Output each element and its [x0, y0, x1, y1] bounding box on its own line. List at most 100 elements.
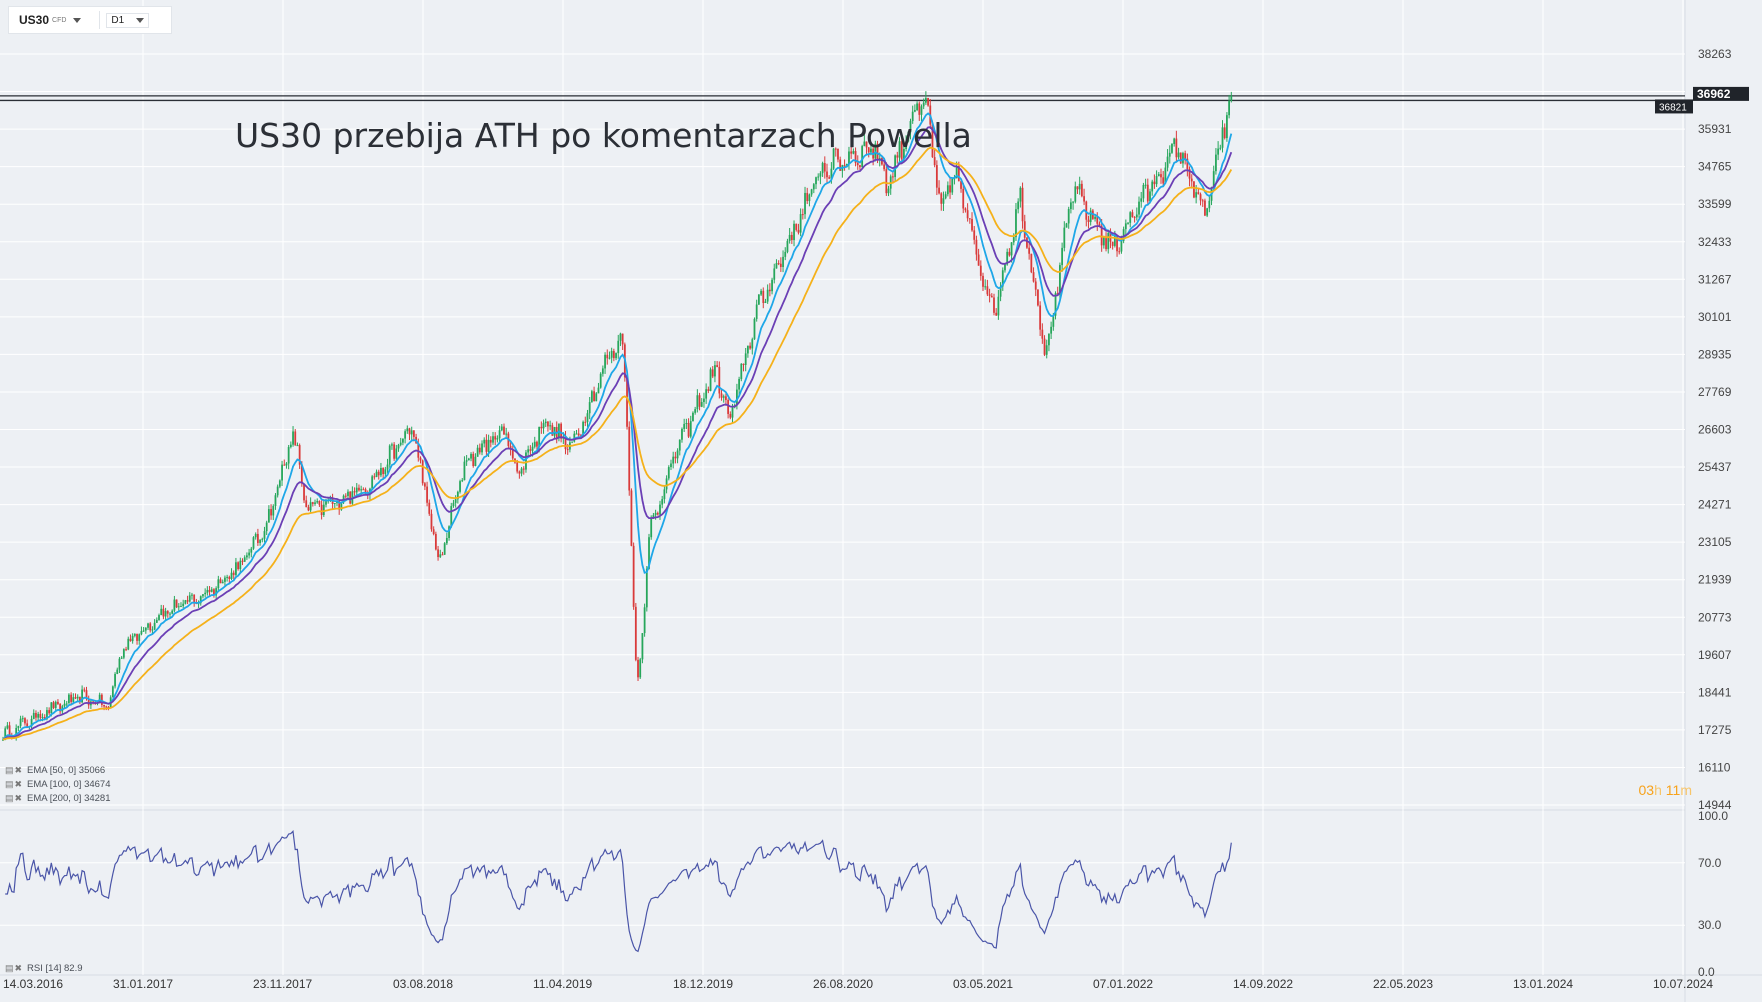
candle-body — [52, 702, 55, 708]
candle-body — [322, 504, 325, 516]
candle-body — [988, 294, 991, 296]
legend-ema200[interactable]: ▤✖ EMA [200, 0] 34281 — [5, 793, 111, 804]
candle-body — [927, 97, 929, 106]
candle-body — [371, 476, 374, 489]
candle-body — [610, 350, 613, 358]
candle-body — [98, 694, 101, 703]
timeframe-label: D1 — [111, 14, 125, 26]
candle-body — [887, 188, 890, 194]
candle-body — [1085, 201, 1088, 220]
settings-close-icon[interactable]: ▤✖ — [5, 779, 24, 789]
candle-body — [654, 512, 657, 516]
candle-body — [1186, 158, 1189, 170]
candle-body — [472, 453, 475, 467]
candle-body — [799, 214, 802, 233]
candle-body — [384, 469, 387, 475]
candle-body — [111, 686, 114, 698]
candle-body — [812, 184, 815, 190]
candle-body — [547, 421, 549, 427]
candle-body — [628, 426, 631, 491]
y-tick-label: 20773 — [1698, 610, 1732, 624]
candle-body — [213, 589, 215, 596]
candle-body — [993, 297, 995, 313]
candle-body — [876, 143, 879, 160]
y-tick-label: 30101 — [1698, 310, 1732, 324]
candle-body — [8, 725, 11, 736]
candle-body — [859, 165, 861, 168]
candle-body — [709, 369, 712, 391]
price-label-box — [1693, 86, 1749, 101]
candle-body — [48, 710, 51, 714]
candle-body — [540, 426, 543, 429]
settings-close-icon[interactable]: ▤✖ — [5, 793, 24, 803]
candle-body — [773, 268, 776, 280]
candle-body — [402, 438, 404, 443]
candle-body — [1113, 235, 1116, 246]
timeframe-dropdown-icon[interactable] — [136, 17, 145, 23]
candle-body — [883, 164, 886, 170]
candle-body — [399, 442, 402, 445]
candle-body — [720, 393, 723, 398]
legend-ema50[interactable]: ▤✖ EMA [50, 0] 35066 — [5, 765, 105, 776]
candle-body — [1048, 333, 1050, 346]
candle-body — [751, 339, 754, 349]
candle-body — [344, 495, 347, 497]
candle-body — [235, 562, 237, 575]
x-tick-label: 18.12.2019 — [673, 977, 733, 991]
candle-body — [380, 467, 382, 476]
candle-body — [711, 369, 714, 377]
symbol-selector[interactable]: US30 — [19, 13, 50, 27]
rsi-tick-label: 0.0 — [1698, 965, 1715, 979]
candle-body — [634, 606, 637, 660]
candle-body — [347, 491, 349, 496]
ema50-line — [2, 112, 1233, 741]
candle-body — [742, 363, 745, 365]
candle-body — [848, 151, 850, 164]
candle-body — [1208, 200, 1211, 209]
candle-body — [316, 501, 319, 503]
candle-body — [377, 471, 380, 476]
candle-body — [133, 634, 136, 636]
candle-body — [1100, 226, 1103, 246]
settings-close-icon[interactable]: ▤✖ — [5, 963, 24, 973]
candle-body — [615, 353, 617, 359]
candle-body — [518, 471, 521, 474]
candle-body — [250, 548, 253, 553]
candle-body — [65, 703, 68, 705]
candle-body — [261, 538, 264, 540]
symbol-dropdown-icon[interactable] — [73, 17, 82, 23]
candle-body — [595, 393, 598, 402]
timeframe-selector[interactable]: D1 — [106, 12, 150, 28]
candle-body — [903, 148, 905, 160]
countdown-minutes: 11 — [1665, 782, 1681, 798]
candle-body — [676, 450, 679, 459]
candle-countdown: 03h 11m — [1638, 782, 1692, 798]
settings-close-icon[interactable]: ▤✖ — [5, 765, 24, 775]
candle-body — [1217, 148, 1220, 155]
candle-body — [744, 353, 747, 365]
candle-body — [694, 409, 697, 413]
candle-body — [1221, 127, 1224, 148]
candle-body — [76, 696, 79, 699]
candle-body — [1122, 229, 1125, 241]
ema100-line — [2, 126, 1233, 741]
candle-body — [1124, 223, 1127, 230]
candle-body — [1010, 242, 1013, 256]
legend-ema100[interactable]: ▤✖ EMA [100, 0] 34674 — [5, 779, 111, 790]
candle-body — [74, 697, 77, 699]
candle-body — [703, 398, 705, 403]
legend-rsi[interactable]: ▤✖ RSI [14] 82.9 — [5, 963, 83, 974]
candle-body — [1087, 219, 1090, 223]
candle-body — [443, 543, 446, 555]
candle-body — [810, 189, 813, 195]
y-tick-label: 23105 — [1698, 535, 1732, 549]
candle-body — [30, 718, 33, 727]
candle-body — [766, 289, 769, 302]
candle-body — [852, 151, 855, 154]
candle-body — [681, 428, 683, 440]
y-tick-label: 16110 — [1698, 760, 1731, 774]
candle-body — [17, 725, 20, 728]
candle-body — [173, 599, 176, 611]
y-tick-label: 18441 — [1698, 685, 1732, 699]
